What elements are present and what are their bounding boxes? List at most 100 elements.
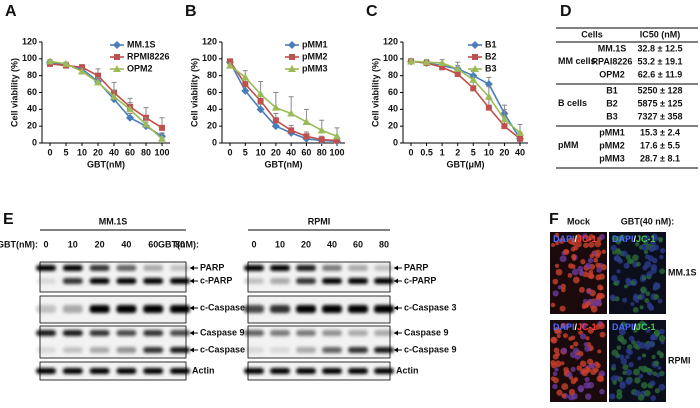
lane-label: 10 [68, 239, 78, 249]
cell [622, 370, 627, 375]
band [36, 278, 56, 284]
band-label: PARP [200, 262, 224, 272]
cell [629, 259, 635, 264]
cell [650, 395, 657, 401]
cell [621, 250, 628, 257]
column-label: Mock [567, 216, 591, 226]
cell [586, 288, 591, 293]
band-label: c-Caspase 9 [200, 344, 253, 354]
band [374, 368, 394, 374]
cell [568, 336, 573, 341]
cell [561, 347, 568, 354]
legend-label: pMM1 [302, 39, 328, 49]
marker [333, 132, 341, 140]
lane-label: 20 [301, 239, 311, 249]
panel-label: C [366, 3, 378, 20]
cell [552, 383, 558, 390]
marker [517, 135, 523, 142]
cell [561, 393, 567, 399]
blot-strip [247, 325, 391, 359]
band [170, 347, 190, 353]
band [374, 330, 394, 336]
x-tick-label: 20 [499, 147, 509, 157]
band [322, 278, 342, 284]
blot-strip [39, 361, 187, 381]
x-tick-label: 80 [141, 147, 151, 157]
legend-label: pMM3 [302, 63, 328, 73]
marker [287, 109, 296, 117]
cell [640, 365, 648, 373]
stain-label: DAPI/JC-1 [612, 322, 656, 332]
cell [595, 294, 602, 301]
y-tick-label: 0 [212, 137, 217, 147]
marker [422, 58, 431, 66]
cell [618, 328, 626, 336]
legend-marker [113, 65, 121, 72]
cell [584, 345, 591, 352]
cell [582, 233, 588, 240]
marker [242, 81, 249, 88]
band-label: Actin [396, 365, 419, 375]
cell [642, 276, 647, 281]
cell [587, 381, 595, 389]
cell [552, 278, 559, 285]
cell [569, 344, 574, 349]
cell [552, 353, 559, 360]
cell [634, 324, 640, 330]
band [244, 278, 264, 284]
cell [595, 262, 601, 268]
panel-label: D [560, 3, 572, 20]
cell [632, 295, 639, 302]
panel-label: B [185, 3, 197, 20]
y-tick-label: 60 [27, 87, 37, 97]
stain-part: / [634, 322, 637, 332]
cell [585, 262, 592, 269]
band [374, 305, 394, 313]
marker [241, 73, 250, 81]
cell [652, 371, 658, 376]
band [244, 305, 264, 313]
cell [630, 280, 636, 286]
cell [570, 366, 576, 372]
cell [616, 269, 621, 274]
cell [637, 294, 642, 300]
cell [560, 361, 565, 366]
y-tick-label: 20 [207, 121, 217, 131]
band-label: Actin [192, 365, 215, 375]
stain-part: JC-1 [636, 234, 656, 244]
cell [638, 373, 644, 379]
table-cell: 32.8 ± 12.5 [638, 43, 683, 53]
table-group: B cells [558, 98, 587, 108]
lane-label: 40 [327, 239, 337, 249]
cell [580, 322, 587, 329]
cell [598, 273, 605, 280]
cell [577, 265, 584, 272]
cell [642, 265, 648, 271]
cell [640, 381, 648, 389]
legend-label: B3 [485, 63, 497, 73]
band [348, 330, 368, 336]
cell [615, 239, 622, 245]
stain-part: / [634, 234, 637, 244]
cell [625, 348, 632, 354]
cell [640, 286, 647, 294]
y-axis-label: Cell viability (%) [370, 58, 380, 127]
table-cell: 5250 ± 128 [638, 85, 683, 95]
cell [587, 257, 594, 264]
legend-marker [288, 41, 296, 49]
cell [555, 241, 560, 246]
cell [578, 286, 585, 293]
cell [550, 302, 556, 308]
column-label: GBT(40 nM): [621, 216, 675, 226]
marker [226, 61, 234, 69]
band [89, 278, 110, 284]
cell [599, 331, 606, 338]
cell [650, 240, 656, 246]
table-cell: RPAI8226 [592, 56, 633, 66]
band [62, 278, 83, 284]
cell [645, 327, 651, 333]
row-label: RPMI [668, 355, 691, 365]
cell [550, 376, 556, 381]
cell [628, 335, 635, 342]
stain-part: DAPI [553, 322, 575, 332]
